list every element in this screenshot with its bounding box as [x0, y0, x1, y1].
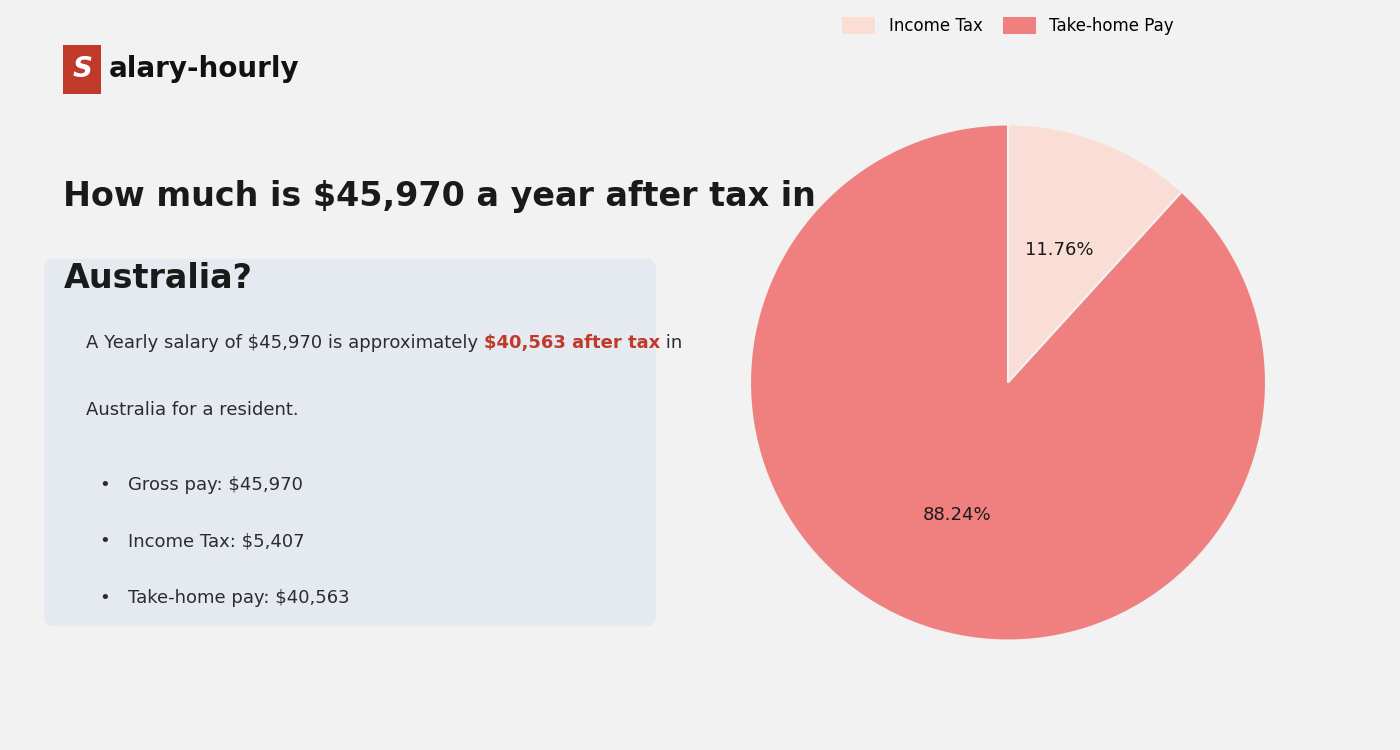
Text: Gross pay: $45,970: Gross pay: $45,970	[127, 476, 302, 494]
Text: •: •	[99, 589, 109, 607]
Text: S: S	[71, 56, 92, 83]
Text: Australia for a resident.: Australia for a resident.	[85, 401, 298, 419]
Wedge shape	[750, 124, 1266, 640]
Text: A Yearly salary of $45,970 is approximately: A Yearly salary of $45,970 is approximat…	[85, 334, 484, 352]
Text: •: •	[99, 476, 109, 494]
Text: How much is $45,970 a year after tax in: How much is $45,970 a year after tax in	[63, 180, 816, 213]
Text: Income Tax: $5,407: Income Tax: $5,407	[127, 532, 304, 550]
Text: •: •	[99, 532, 109, 550]
Text: 11.76%: 11.76%	[1025, 242, 1093, 260]
Text: in: in	[659, 334, 682, 352]
Text: $40,563 after tax: $40,563 after tax	[484, 334, 659, 352]
Text: Take-home pay: $40,563: Take-home pay: $40,563	[127, 589, 350, 607]
Text: alary-hourly: alary-hourly	[109, 56, 300, 83]
FancyBboxPatch shape	[63, 45, 101, 94]
Legend: Income Tax, Take-home Pay: Income Tax, Take-home Pay	[836, 10, 1180, 42]
Wedge shape	[1008, 124, 1182, 382]
Text: Australia?: Australia?	[63, 262, 252, 296]
FancyBboxPatch shape	[45, 259, 657, 626]
Text: 88.24%: 88.24%	[923, 506, 991, 524]
